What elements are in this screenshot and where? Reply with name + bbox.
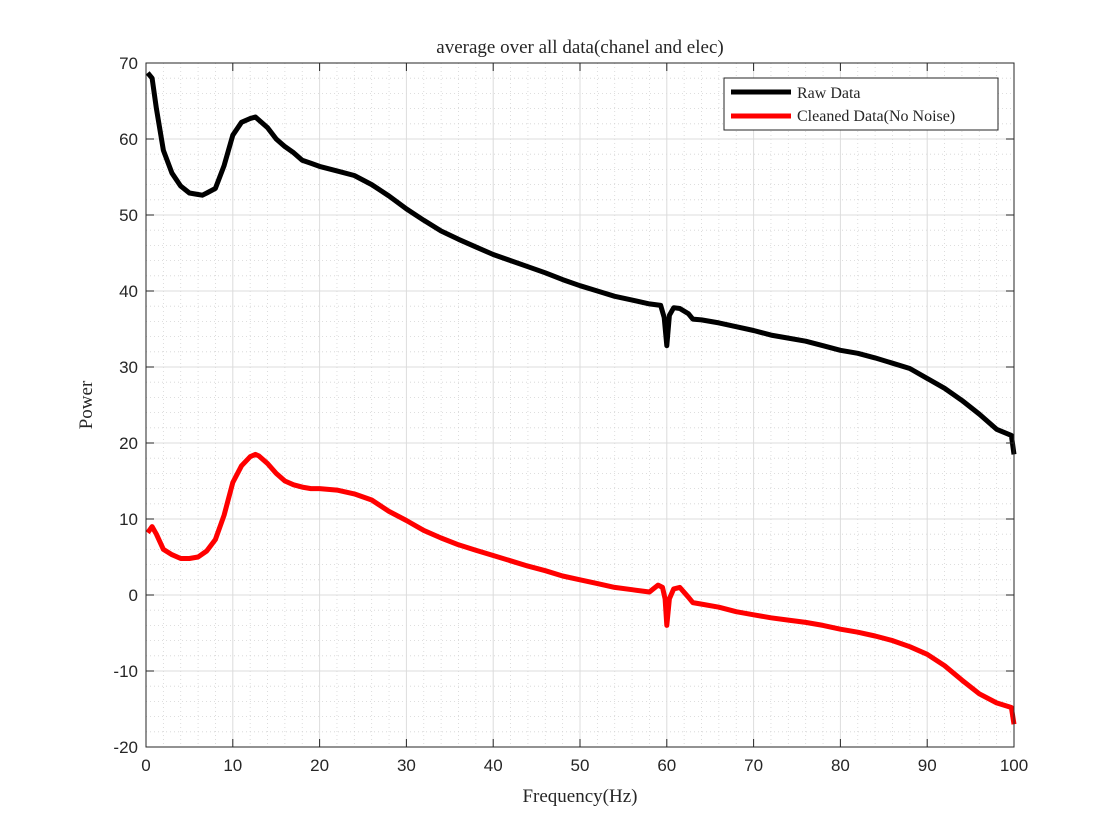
chart-title: average over all data(chanel and elec) <box>436 37 723 58</box>
legend: Raw Data Cleaned Data(No Noise) <box>723 77 999 131</box>
y-tick-label: -10 <box>113 662 138 681</box>
legend-box <box>723 77 999 131</box>
x-tick-label: 60 <box>657 756 676 775</box>
y-tick-label: 40 <box>119 282 138 301</box>
x-tick-label: 100 <box>1000 756 1028 775</box>
legend-label-cleaned: Cleaned Data(No Noise) <box>797 108 955 125</box>
legend-label-raw: Raw Data <box>797 85 861 102</box>
x-tick-label: 80 <box>831 756 850 775</box>
series-line-raw-data <box>145 71 1017 455</box>
minor-grid <box>146 63 1014 747</box>
x-tick-label: 90 <box>918 756 937 775</box>
series-line-cleaned-data <box>145 451 1017 725</box>
x-tick-label: 0 <box>141 756 150 775</box>
y-axis-label: Power <box>76 380 97 429</box>
y-tick-label: -20 <box>113 738 138 757</box>
plot-area: 0 10 20 30 40 50 60 70 80 90 100 -20 -10 0 10 20 30 40 50 6… <box>113 54 1028 775</box>
y-tick-label: 10 <box>119 510 138 529</box>
y-tick-label: 70 <box>119 54 138 73</box>
y-tick-label: 60 <box>119 130 138 149</box>
y-tick-label: 30 <box>119 358 138 377</box>
y-tick-label: 20 <box>119 434 138 453</box>
y-tick-label: 50 <box>119 206 138 225</box>
x-tick-label: 50 <box>571 756 590 775</box>
x-tick-label: 30 <box>397 756 416 775</box>
x-tick-label: 20 <box>310 756 329 775</box>
x-tick-label: 40 <box>484 756 503 775</box>
x-tick-label: 10 <box>223 756 242 775</box>
y-tick-label: 0 <box>129 586 138 605</box>
x-tick-label: 70 <box>744 756 763 775</box>
x-axis-label: Frequency(Hz) <box>522 786 637 807</box>
